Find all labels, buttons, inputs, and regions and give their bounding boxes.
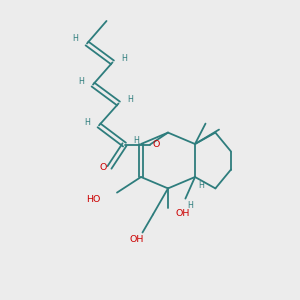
Text: H: H <box>128 95 134 104</box>
Text: OH: OH <box>129 236 144 244</box>
Text: H: H <box>84 118 90 127</box>
Text: H: H <box>187 201 193 210</box>
Text: H: H <box>134 136 140 145</box>
Text: H: H <box>73 34 79 43</box>
Text: HO: HO <box>86 195 100 204</box>
Text: OH: OH <box>176 209 190 218</box>
Text: H: H <box>121 54 127 63</box>
Text: H: H <box>199 181 205 190</box>
Text: H: H <box>78 77 84 86</box>
Text: O: O <box>153 140 160 148</box>
Text: O: O <box>99 164 106 172</box>
